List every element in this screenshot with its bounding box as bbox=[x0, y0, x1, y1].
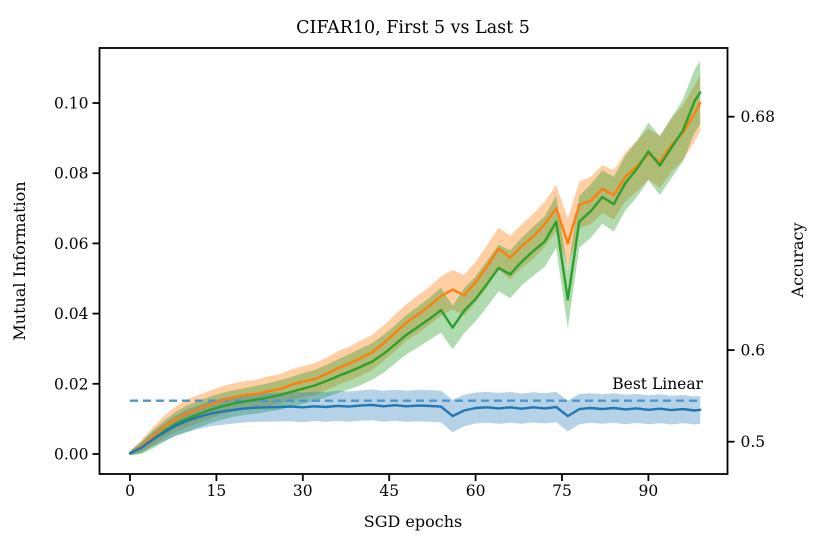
series-orange-band bbox=[130, 74, 701, 456]
chart-title: CIFAR10, First 5 vs Last 5 bbox=[296, 18, 530, 38]
best-linear-annotation: Best Linear bbox=[612, 375, 703, 393]
axes-spines bbox=[98, 47, 729, 475]
x-tick-label: 30 bbox=[293, 482, 313, 500]
plot-area: 0 15 30 45 60 75 90 0.00 0.02 0.04 0.06 0.08 0.10 0.6… bbox=[54, 47, 776, 500]
y-left-tick-label: 0.10 bbox=[54, 95, 89, 113]
x-tick-label: 0 bbox=[125, 482, 135, 500]
y-axis-right-label: Accuracy bbox=[788, 223, 807, 299]
y-axis-left-label: Mutual Information bbox=[10, 181, 29, 340]
y-right-tick-label: 0.5 bbox=[741, 433, 766, 451]
x-tick-label: 60 bbox=[466, 482, 486, 500]
y-right-tick-label: 0.68 bbox=[741, 108, 776, 126]
x-tick-label: 15 bbox=[207, 482, 227, 500]
y-left-tick-label: 0.04 bbox=[54, 305, 89, 323]
x-tick-label: 45 bbox=[379, 482, 399, 500]
x-tick-label: 90 bbox=[639, 482, 659, 500]
x-tick-label: 75 bbox=[552, 482, 572, 500]
series-blue-band bbox=[130, 389, 701, 456]
y-left-tick-label: 0.00 bbox=[54, 446, 89, 464]
series-green-line bbox=[128, 91, 702, 455]
series-green-band bbox=[130, 60, 701, 456]
series-orange-line bbox=[128, 101, 702, 455]
y-left-tick-label: 0.06 bbox=[54, 235, 89, 253]
y-right-tick-label: 0.6 bbox=[741, 342, 766, 360]
y-left-tick-label: 0.02 bbox=[54, 375, 89, 393]
series-blue-line bbox=[128, 403, 702, 455]
y-left-tick-label: 0.08 bbox=[54, 165, 89, 183]
x-axis-label: SGD epochs bbox=[364, 512, 462, 531]
series-layer bbox=[128, 60, 702, 456]
